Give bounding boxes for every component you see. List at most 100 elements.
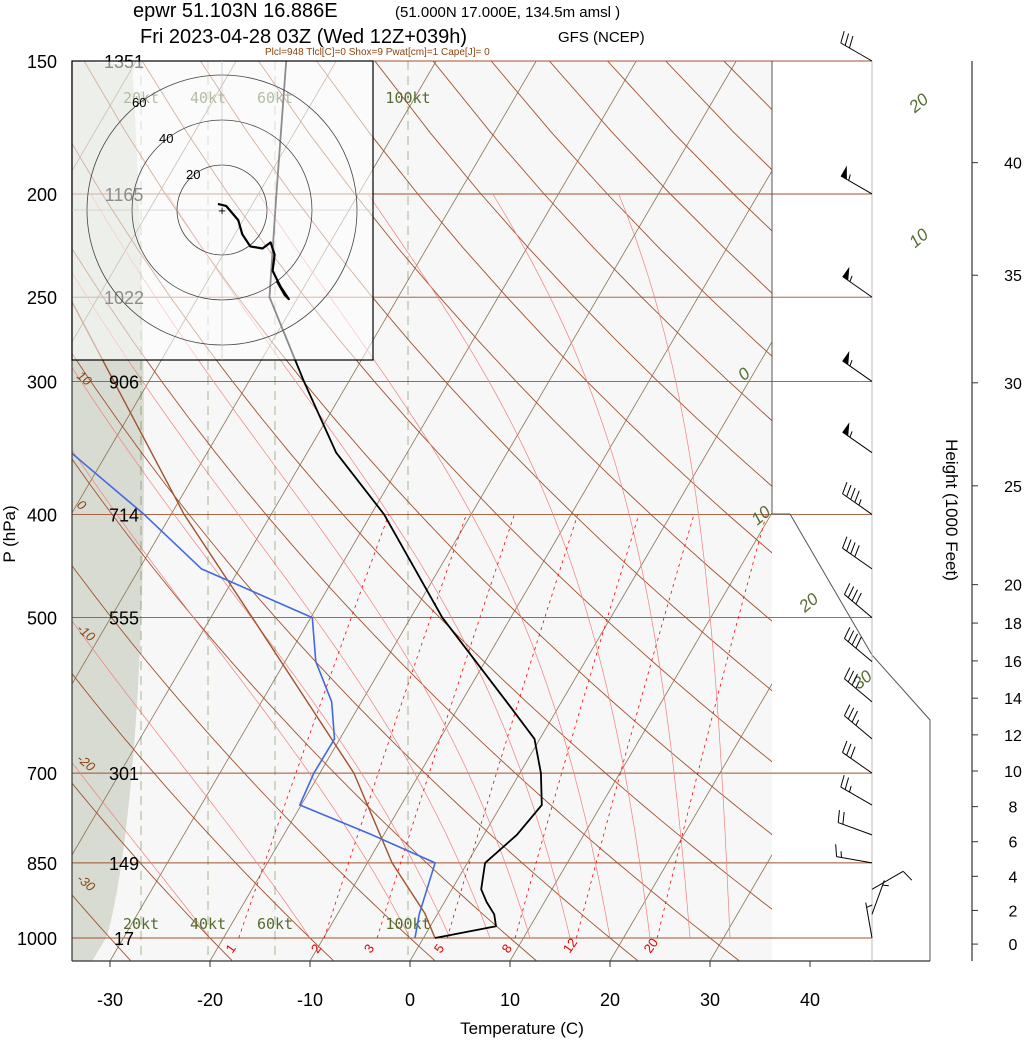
wind-barb-flag xyxy=(854,545,860,557)
mixing-ratio-lines xyxy=(238,514,767,939)
wind-barb-staff xyxy=(871,870,904,890)
isotherm-label-0: 20 xyxy=(905,89,933,117)
wind-barb-half-flag xyxy=(866,904,873,908)
y-axis-title: P (hPa) xyxy=(0,505,19,562)
wind-barb-staff xyxy=(840,42,873,62)
wind-barb-flag xyxy=(847,586,855,598)
wind-barb-half-flag xyxy=(858,499,862,506)
isotherm--10 xyxy=(309,170,772,961)
wind-barb-flag xyxy=(843,704,851,716)
wind-barbs xyxy=(835,30,913,939)
wind-barb-staff xyxy=(844,678,873,703)
hodograph-center-mark: + xyxy=(218,203,226,218)
wind-barb-flag xyxy=(847,707,855,720)
x-tick-label--30: -30 xyxy=(97,990,123,1010)
x-tick-label-20: 20 xyxy=(600,990,620,1010)
x-axis-ticks: -30 -20 -10 0 10 20 30 40 xyxy=(97,961,820,1010)
wind-barb-750 xyxy=(840,774,873,806)
isobar-lines xyxy=(72,60,872,939)
dry-adiabat--10 xyxy=(72,672,334,961)
wind-barb-half-flag xyxy=(849,275,853,282)
wind-barb-650 xyxy=(843,704,873,740)
moist-adiabat-4 xyxy=(72,366,451,939)
height-label-20: 20 xyxy=(1004,578,1022,595)
level-height-700: 301 xyxy=(109,764,139,784)
wind-barb-half-flag xyxy=(855,682,860,689)
hodograph-inset: 20 40 60 + xyxy=(71,60,374,361)
wind-barb-staff xyxy=(836,856,873,864)
wind-barb-flag xyxy=(849,35,854,49)
wind-barb-900 xyxy=(871,870,913,890)
dry-adiabat-70 xyxy=(200,61,772,692)
mixing-ratio-line-1 xyxy=(238,514,390,939)
wind-barb-half-flag xyxy=(882,884,889,887)
grid-point-info: (51.000N 17.000E, 134.5m amsl ) xyxy=(395,4,620,21)
wind-barb-half-flag xyxy=(849,359,853,367)
right-panel-boundary xyxy=(771,61,931,961)
pressure-label-700: 700 xyxy=(27,764,57,784)
wind-barb-flag xyxy=(842,536,848,549)
wind-barb-850 xyxy=(835,844,873,864)
isotherm--40 xyxy=(72,61,537,856)
wind-barb-200 xyxy=(840,165,873,195)
wind-barb-half-flag xyxy=(848,174,851,181)
wind-barb-450 xyxy=(842,536,873,570)
wind-barb-150 xyxy=(840,30,873,62)
wind-barb-flag xyxy=(846,743,852,756)
wind-barb-half-flag xyxy=(849,785,852,793)
dry-adiabat-60 xyxy=(141,61,772,763)
parcel-parameters: Plcl=948 Tlcl[C]=0 Shox=9 Pwat[cm]=1 Cap… xyxy=(265,47,490,58)
x-tick-label--10: -10 xyxy=(297,990,323,1010)
wind-barb-flag xyxy=(842,811,845,825)
pressure-label-150: 150 xyxy=(27,52,57,72)
wind-barb-400 xyxy=(842,482,873,515)
level-height-400: 714 xyxy=(109,505,139,525)
mixing-ratio-line-3 xyxy=(376,514,515,939)
x-tick-label-40: 40 xyxy=(800,990,820,1010)
x-tick-label-10: 10 xyxy=(500,990,520,1010)
dewpoint-profile-line xyxy=(72,452,436,939)
wind-barb-flag xyxy=(850,746,856,759)
dry-adiabat-40 xyxy=(72,142,772,910)
wind-barb-flag xyxy=(846,484,852,497)
wind-barb-550 xyxy=(843,627,873,663)
mixing-ratio-line-8 xyxy=(514,514,640,939)
wind-barb-1000 xyxy=(865,902,873,939)
dry-adiabat-0 xyxy=(72,564,436,961)
kt-label-top-3: 100kt xyxy=(385,89,430,107)
x-tick-label-30: 30 xyxy=(700,990,720,1010)
moist-adiabat-lines xyxy=(72,193,731,939)
height-label-4: 4 xyxy=(1009,869,1018,886)
pressure-label-250: 250 xyxy=(27,288,57,308)
forecast-time-title: Fri 2023-04-28 03Z (Wed 12Z+039h) xyxy=(140,26,467,48)
wind-barb-flag xyxy=(847,670,855,683)
isotherm-60 xyxy=(1010,61,1026,961)
hodograph-trace xyxy=(217,202,290,301)
height-label-30: 30 xyxy=(1004,376,1022,393)
wind-barb-pennant xyxy=(842,422,850,437)
wind-barb-half-flag xyxy=(849,431,853,438)
wind-barb-flag xyxy=(855,636,862,649)
height-label-8: 8 xyxy=(1009,800,1018,817)
temperature-profile-line xyxy=(268,61,543,939)
wind-barb-950 xyxy=(871,880,889,915)
wind-barb-staff xyxy=(840,786,873,806)
mixing-ratio-line-2 xyxy=(323,514,467,939)
dry-adiabat-100 xyxy=(374,61,772,487)
wind-barb-flag xyxy=(840,774,845,788)
moist-adiabat-0 xyxy=(72,449,411,939)
wind-barb-flag xyxy=(843,583,851,595)
wind-barb-600 xyxy=(843,667,873,703)
wind-barb-staff xyxy=(842,493,873,515)
height-label-0: 0 xyxy=(1009,937,1018,954)
parcel-path-line xyxy=(72,300,436,939)
moist-adiabat--10 xyxy=(72,620,311,939)
mixing-ratio-line-12 xyxy=(576,514,695,939)
level-height-300: 906 xyxy=(109,372,139,392)
wind-barb-staff xyxy=(865,902,873,939)
x-tick-label-0: 0 xyxy=(405,990,415,1010)
wind-barb-flag xyxy=(847,630,855,642)
wind-barb-staff xyxy=(842,547,873,570)
height-label-2: 2 xyxy=(1009,903,1018,920)
x-axis-title: Temperature (C) xyxy=(460,1019,584,1038)
